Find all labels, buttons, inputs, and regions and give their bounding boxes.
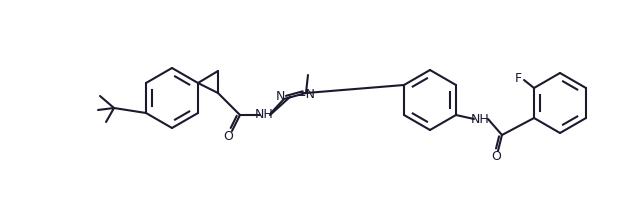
- Text: O: O: [223, 130, 233, 144]
- Text: NH: NH: [471, 113, 490, 125]
- Text: O: O: [491, 151, 501, 163]
- Text: F: F: [514, 72, 522, 84]
- Text: =N: =N: [296, 88, 316, 100]
- Text: N: N: [276, 89, 285, 103]
- Text: NH: NH: [254, 109, 273, 121]
